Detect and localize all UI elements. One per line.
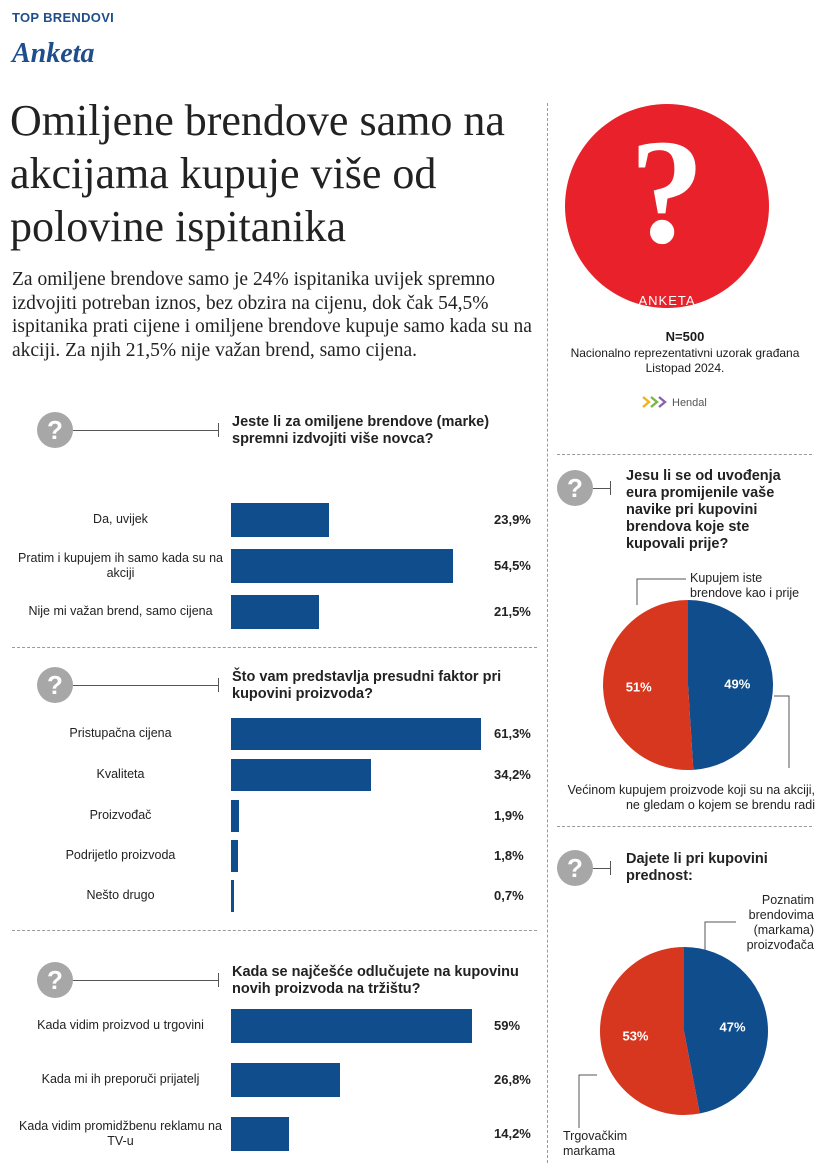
bar-label: Pristupačna cijena	[69, 726, 172, 740]
question-bracket	[218, 973, 219, 987]
badge-label: ANKETA	[638, 293, 696, 308]
bar	[231, 503, 329, 537]
pie-slice	[688, 600, 774, 770]
sample-text: Nacionalno reprezentativni uzorak građan…	[570, 346, 800, 360]
question-connector	[593, 868, 610, 869]
question-connector	[73, 685, 218, 686]
bar-label: Proizvođač	[89, 808, 152, 822]
leader-line	[774, 695, 790, 768]
bar	[231, 840, 239, 872]
question-icon: ?	[557, 850, 593, 886]
question-mark-icon: ?	[629, 109, 705, 275]
bar-label: Podrijetlo proizvoda	[65, 848, 176, 862]
pie-slice	[600, 947, 700, 1115]
kicker: TOP BRENDOVI	[12, 10, 115, 25]
bar-label: Kada vidim promidžbenu reklamu na TV-u	[19, 1119, 222, 1148]
bar	[231, 549, 454, 583]
question-title: Jesu li se od uvođenja eura promijenile …	[626, 468, 781, 552]
bar	[231, 800, 239, 832]
section-divider	[12, 930, 537, 931]
bar-value: 1,9%	[494, 808, 524, 823]
question-title: Kada se najčešće odlučujete na kupovinu …	[232, 964, 519, 997]
pie-category-label: Poznatim brendovima (markama) proizvođač…	[746, 893, 814, 952]
section-divider	[557, 826, 812, 827]
pie-value-label: 51%	[626, 680, 652, 695]
question-title: Dajete li pri kupovini prednost:	[626, 851, 768, 884]
leader-line	[636, 578, 686, 605]
section-title: Anketa	[12, 38, 95, 69]
question-bracket	[218, 423, 219, 437]
bar	[231, 718, 482, 750]
pie-category-label: Trgovačkim markama	[563, 1129, 628, 1158]
leader-line	[704, 921, 736, 950]
logo-text: Hendal	[672, 397, 707, 409]
bar	[231, 880, 234, 912]
hendal-logo-icon	[642, 396, 667, 408]
leader-line	[578, 1074, 597, 1128]
bar-value: 61,3%	[494, 726, 531, 741]
pie-value-label: 53%	[622, 1029, 648, 1044]
bar	[231, 1063, 341, 1097]
pie-value-label: 47%	[719, 1019, 745, 1034]
bar-value: 23,9%	[494, 512, 531, 527]
bar-value: 0,7%	[494, 888, 524, 903]
column-divider	[547, 103, 548, 1163]
bar-label: Kada mi ih preporuči prijatelj	[41, 1072, 200, 1086]
bar-value: 1,8%	[494, 848, 524, 863]
question-connector	[73, 430, 218, 431]
question-icon: ?	[37, 962, 73, 998]
bar	[231, 595, 319, 629]
bar-label: Nije mi važan brend, samo cijena	[28, 604, 213, 618]
question-bracket	[610, 481, 611, 495]
bar	[231, 1009, 472, 1043]
lead-paragraph: Za omiljene brendove samo je 24% ispitan…	[12, 269, 532, 361]
sample-size: N=500	[665, 329, 705, 344]
bar-value: 14,2%	[494, 1126, 531, 1141]
question-title: Što vam predstavlja presudni faktor pri …	[232, 669, 502, 702]
survey-date: Listopad 2024.	[645, 361, 725, 375]
question-icon: ?	[37, 667, 73, 703]
bar-label: Nešto drugo	[86, 888, 155, 902]
bar-label: Pratim i kupujem ih samo kada su na akci…	[18, 551, 223, 580]
question-icon: ?	[37, 412, 73, 448]
bar-label: Kvaliteta	[96, 767, 145, 781]
pie-category-label: Kupujem iste brendove kao i prije	[690, 571, 800, 600]
bar-value: 26,8%	[494, 1072, 531, 1087]
question-bracket	[218, 678, 219, 692]
section-divider	[12, 647, 537, 648]
question-bracket	[610, 861, 611, 875]
pie-category-label: Većinom kupujem proizvode koji su na akc…	[567, 783, 815, 812]
headline: Omiljene brendove samo na akcijama kupuj…	[10, 96, 505, 251]
bar-value: 21,5%	[494, 604, 531, 619]
pie-slice	[684, 947, 769, 1114]
bar-value: 54,5%	[494, 558, 531, 573]
pie-slice	[603, 600, 694, 770]
anketa-badge	[565, 104, 769, 308]
question-title: Jeste li za omiljene brendove (marke) sp…	[232, 414, 490, 447]
question-icon: ?	[557, 470, 593, 506]
bar-label: Kada vidim proizvod u trgovini	[37, 1018, 204, 1032]
question-connector	[73, 980, 218, 981]
sample-description: Nacionalno reprezentativni uzorak građan…	[552, 346, 818, 376]
bar-label: Da, uvijek	[93, 512, 148, 526]
bar	[231, 1117, 289, 1151]
question-connector	[593, 488, 610, 489]
bar	[231, 759, 371, 791]
bar-value: 59%	[494, 1018, 521, 1033]
pie-value-label: 49%	[724, 676, 750, 691]
bar-value: 34,2%	[494, 767, 531, 782]
section-divider	[557, 454, 812, 455]
